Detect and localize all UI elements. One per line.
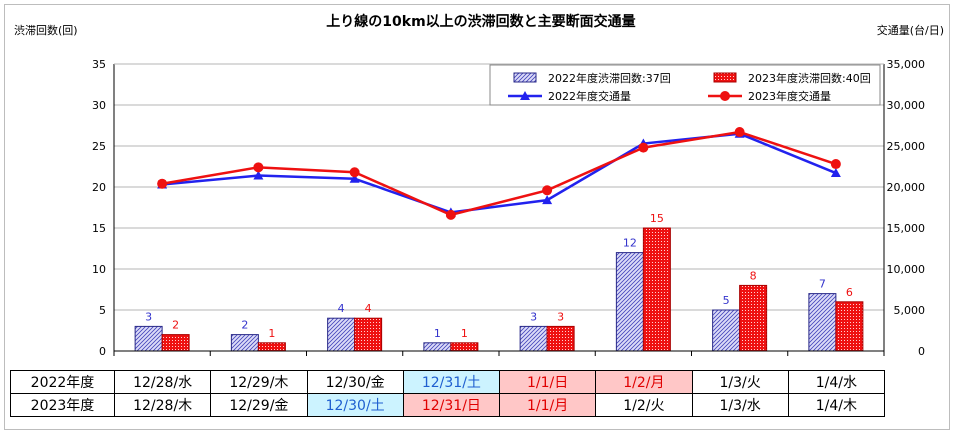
bar-data-label: 8 <box>750 269 757 282</box>
right-tick-label: 0 <box>918 345 925 358</box>
triangle-marker <box>830 168 841 178</box>
legend-bar-swatch <box>713 72 737 83</box>
chart-frame <box>4 4 950 430</box>
left-axis-title: 渋滞回数(回) <box>14 24 78 37</box>
bar-data-label: 7 <box>819 278 826 291</box>
date-table-cell: 1/1/月 <box>498 393 597 417</box>
bar-data-label: 6 <box>846 286 853 299</box>
chart-title: 上り線の10km以上の渋滞回数と主要断面交通量 <box>326 13 635 30</box>
legend-label: 2023年度交通量 <box>748 89 831 103</box>
left-tick-label: 5 <box>99 304 106 317</box>
left-tick-label: 15 <box>92 222 106 235</box>
bar-data-label: 1 <box>434 327 441 340</box>
bar-data-label: 4 <box>338 302 345 315</box>
right-tick-label: 15,000 <box>887 222 926 235</box>
left-tick-label: 20 <box>92 181 106 194</box>
circle-marker <box>734 127 745 138</box>
right-tick-label: 35,000 <box>887 58 926 71</box>
bar-2022 <box>423 342 452 352</box>
date-table-cell: 1/1/日 <box>498 370 597 394</box>
date-table-cell: 12/29/金 <box>210 393 308 417</box>
circle-marker <box>253 162 264 173</box>
date-table-cell: 1/4/木 <box>787 393 886 417</box>
right-tick-label: 25,000 <box>887 140 926 153</box>
date-table-cell: 12/31/日 <box>402 393 501 417</box>
bar-data-label: 1 <box>461 327 468 340</box>
legend-label: 2023年度渋滞回数:40回 <box>748 71 871 85</box>
date-table-row: 2023年度 12/28/木 12/29/金 12/30/土 12/31/日 1/1/月 1… <box>10 393 886 417</box>
right-tick-label: 10,000 <box>887 263 926 276</box>
legend-box <box>489 64 881 106</box>
left-tick-label: 25 <box>92 140 106 153</box>
bar-2023 <box>450 342 479 352</box>
circle-marker <box>349 167 360 178</box>
chart-svg: 上り線の10km以上の渋滞回数と主要断面交通量 渋滞回数(回) 交通量(台/日)… <box>14 13 944 358</box>
date-table-row-header: 2023年度 <box>10 393 115 417</box>
date-table: 2022年度 12/28/水 12/29/木 12/30/金 12/31/土 1/1/日 1… <box>10 370 886 417</box>
bar-2023 <box>835 301 864 352</box>
bar-data-label: 2 <box>172 319 179 332</box>
legend-circle-marker <box>720 91 730 101</box>
bar-2023 <box>546 325 575 352</box>
bar-data-label: 15 <box>650 212 664 225</box>
bar-2022 <box>134 325 163 352</box>
bar-2023 <box>642 227 671 352</box>
date-table-row-header: 2022年度 <box>10 370 115 394</box>
date-table-cell: 12/28/木 <box>113 393 212 417</box>
bar-2022 <box>230 334 259 352</box>
date-table-cell: 12/30/金 <box>306 370 404 394</box>
right-tick-label: 30,000 <box>887 99 926 112</box>
date-table-cell: 1/4/水 <box>787 370 886 394</box>
triangle-marker <box>253 170 264 180</box>
bar-data-label: 12 <box>623 237 637 250</box>
line-2023-traffic <box>161 130 837 217</box>
bar-2022 <box>808 293 837 352</box>
bar-2022 <box>712 309 741 352</box>
date-table-cell: 1/3/水 <box>691 393 789 417</box>
date-table-cell: 1/3/火 <box>691 370 789 394</box>
date-table-cell: 12/31/土 <box>402 370 501 394</box>
legend-triangle-marker <box>520 91 530 100</box>
date-table-cell: 1/2/月 <box>595 370 693 394</box>
triangle-marker <box>542 195 553 205</box>
date-table-cell: 1/2/火 <box>595 393 693 417</box>
bar-2022 <box>615 252 644 352</box>
left-tick-label: 30 <box>92 99 106 112</box>
date-table-row: 2022年度 12/28/水 12/29/木 12/30/金 12/31/土 1/1/日 1… <box>10 370 886 394</box>
left-tick-label: 10 <box>92 263 106 276</box>
circle-marker <box>542 185 553 196</box>
legend-bar-swatch <box>513 72 537 83</box>
bar-2023 <box>739 284 768 352</box>
date-table-cell: 12/30/土 <box>306 393 404 417</box>
circle-marker <box>157 178 168 189</box>
left-tick-label: 0 <box>99 345 106 358</box>
bar-data-label: 4 <box>365 302 372 315</box>
bar-data-label: 2 <box>241 319 248 332</box>
bar-data-label: 5 <box>723 294 730 307</box>
legend-label: 2022年度交通量 <box>548 89 631 103</box>
date-table-cell: 12/29/木 <box>210 370 308 394</box>
right-axis-title: 交通量(台/日) <box>877 23 944 37</box>
circle-marker <box>830 159 841 170</box>
bar-data-label: 3 <box>530 310 537 323</box>
bar-2023 <box>257 342 286 352</box>
bar-2023 <box>354 317 383 352</box>
bar-2022 <box>327 317 356 352</box>
circle-marker <box>638 142 649 153</box>
triangle-marker <box>349 173 360 183</box>
right-tick-label: 20,000 <box>887 181 926 194</box>
right-tick-label: 5,000 <box>894 304 926 317</box>
bar-data-label: 3 <box>145 310 152 323</box>
circle-marker <box>445 209 456 220</box>
left-tick-label: 35 <box>92 58 106 71</box>
bar-2022 <box>519 325 548 352</box>
bar-2023 <box>161 334 190 352</box>
bar-data-label: 1 <box>268 327 275 340</box>
date-table-cell: 12/28/水 <box>113 370 212 394</box>
bar-data-label: 3 <box>557 310 564 323</box>
legend-label: 2022年度渋滞回数:37回 <box>548 71 671 85</box>
